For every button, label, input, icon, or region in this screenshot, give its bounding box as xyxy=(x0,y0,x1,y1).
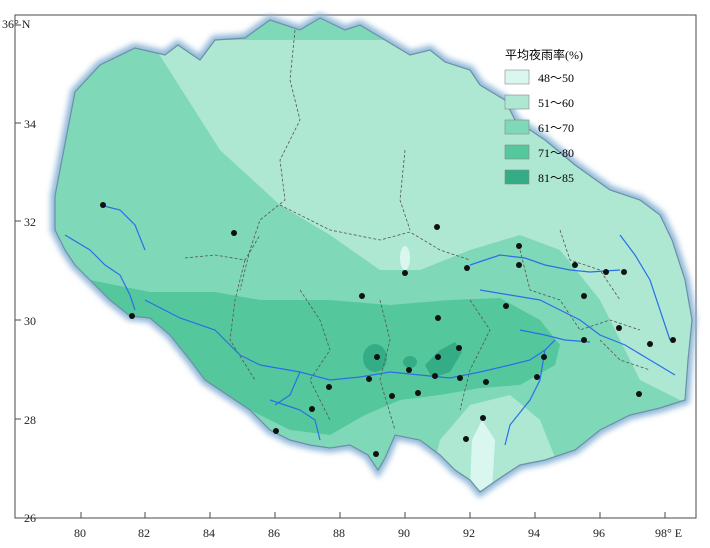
river-south-3 xyxy=(504,349,546,446)
station xyxy=(534,374,540,380)
station xyxy=(359,293,365,299)
station xyxy=(406,367,412,373)
x-tick-label: 90 xyxy=(398,526,410,540)
station xyxy=(457,375,463,381)
station xyxy=(480,415,486,421)
legend-item: 48～50 xyxy=(504,69,574,85)
legend-item: 51～60 xyxy=(504,94,574,110)
river-east-1 xyxy=(479,289,676,376)
station xyxy=(100,202,106,208)
legend-item: 81～85 xyxy=(504,169,574,185)
x-tick-label: 88 xyxy=(333,526,345,540)
river-east-2 xyxy=(519,329,591,343)
river-south-2 xyxy=(269,399,321,441)
y-tick-label: 36° N xyxy=(2,17,31,31)
station xyxy=(603,269,609,275)
station xyxy=(670,337,676,343)
station xyxy=(503,303,509,309)
legend-swatch xyxy=(504,144,530,160)
station xyxy=(326,384,332,390)
legend-swatch xyxy=(504,119,530,135)
station xyxy=(389,393,395,399)
station xyxy=(621,269,627,275)
station xyxy=(434,224,440,230)
x-tick-label: 86 xyxy=(268,526,280,540)
station xyxy=(129,313,135,319)
y-tick-label: 28 xyxy=(24,413,36,427)
axis-ticks xyxy=(15,24,666,519)
x-tick-label: 96 xyxy=(593,526,605,540)
legend-item: 61～70 xyxy=(504,119,574,135)
zone-71-80 xyxy=(60,255,560,435)
station xyxy=(616,325,622,331)
legend-label: 71～80 xyxy=(538,146,574,160)
station xyxy=(464,265,470,271)
y-tick-label: 30 xyxy=(24,314,36,328)
station xyxy=(581,337,587,343)
station xyxy=(636,391,642,397)
station xyxy=(415,390,421,396)
river-northwest xyxy=(99,204,146,251)
station xyxy=(581,293,587,299)
x-tick-label: 84 xyxy=(203,526,215,540)
station xyxy=(516,262,522,268)
x-tick-label: 94 xyxy=(528,526,540,540)
station xyxy=(463,436,469,442)
admin-boundaries xyxy=(184,29,651,431)
station xyxy=(273,428,279,434)
river-yarlung xyxy=(144,299,556,381)
y-tick-label: 26 xyxy=(24,511,36,525)
station xyxy=(572,262,578,268)
rivers xyxy=(64,204,676,446)
station xyxy=(435,315,441,321)
zone-81-85-c xyxy=(425,342,462,378)
y-axis-labels: 36° N 34 32 30 28 26 xyxy=(2,17,36,525)
x-tick-label: 98° E xyxy=(655,526,682,540)
station xyxy=(435,354,441,360)
station xyxy=(309,406,315,412)
legend-label: 51～60 xyxy=(538,96,574,110)
river-south-1 xyxy=(274,371,301,406)
zone-48-50-south xyxy=(470,420,495,490)
station xyxy=(231,230,237,236)
x-tick-label: 92 xyxy=(463,526,475,540)
x-tick-label: 82 xyxy=(138,526,150,540)
station xyxy=(374,354,380,360)
x-axis-labels: 80 82 84 86 88 90 92 94 96 98° E xyxy=(74,526,682,540)
river-east-3 xyxy=(619,234,671,341)
station xyxy=(483,379,489,385)
legend-label: 81～85 xyxy=(538,171,574,185)
station xyxy=(541,354,547,360)
zone-48-50-north xyxy=(400,246,410,270)
legend-label: 48～50 xyxy=(538,71,574,85)
y-tick-label: 34 xyxy=(24,117,36,131)
stations xyxy=(100,202,676,457)
station xyxy=(647,341,653,347)
legend-item: 71～80 xyxy=(504,144,574,160)
station xyxy=(516,243,522,249)
legend-swatch xyxy=(504,169,530,185)
legend-swatch xyxy=(504,69,530,85)
legend-swatch xyxy=(504,94,530,110)
x-tick-label: 80 xyxy=(74,526,86,540)
legend-title: 平均夜雨率(%) xyxy=(505,47,583,62)
station xyxy=(373,451,379,457)
y-tick-label: 32 xyxy=(24,215,36,229)
legend: 平均夜雨率(%) 48～50 51～60 61～70 71～80 81～85 xyxy=(504,47,583,185)
zone-81-85-b xyxy=(403,356,417,368)
station xyxy=(456,345,462,351)
legend-label: 61～70 xyxy=(538,121,574,135)
river-northeast-1 xyxy=(469,254,621,273)
river-west xyxy=(64,234,136,311)
station xyxy=(402,270,408,276)
station xyxy=(366,376,372,382)
station xyxy=(432,373,438,379)
